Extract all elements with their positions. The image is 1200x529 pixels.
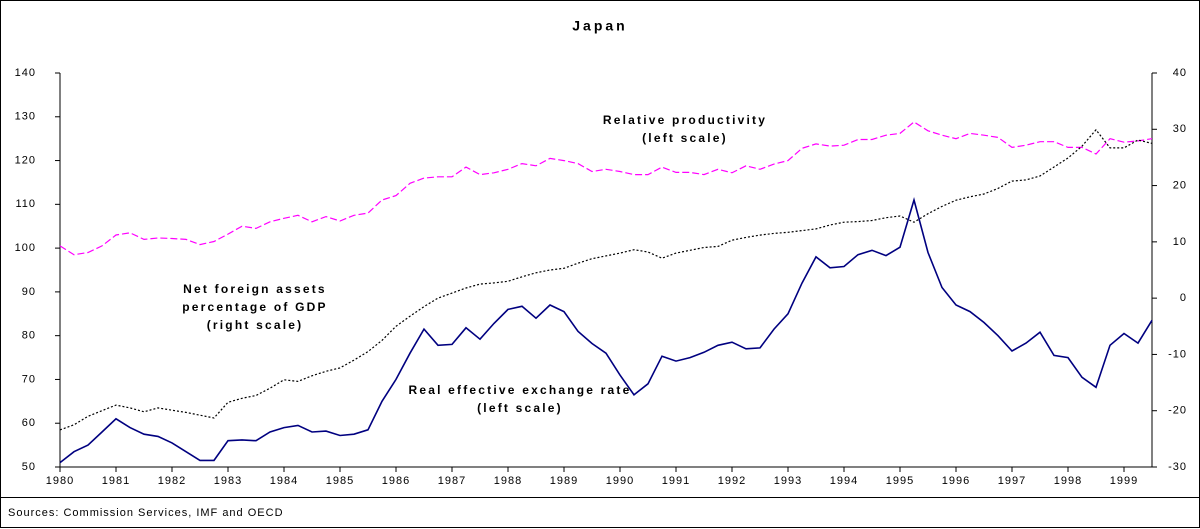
x-tick-label: 1987	[438, 475, 466, 487]
annotation: (right scale)	[207, 318, 304, 332]
annotation: Net foreign assets	[183, 282, 327, 296]
y-tick-label: 110	[15, 198, 36, 210]
source: Sources: Commission Services, IMF and OE…	[8, 507, 284, 519]
y-tick-label: 90	[22, 286, 36, 298]
x-tick-label: 1996	[942, 475, 970, 487]
y2-tick-label: -10	[1168, 348, 1187, 360]
y2-tick-label: -30	[1168, 461, 1187, 473]
x-tick-label: 1995	[886, 475, 914, 487]
chart-title: Japan	[572, 18, 627, 34]
y2-tick-label: 0	[1180, 292, 1187, 304]
x-tick-label: 1986	[382, 475, 410, 487]
x-tick-label: 1991	[662, 475, 690, 487]
annotation: percentage of GDP	[182, 300, 327, 314]
annotation: Relative productivity	[603, 113, 767, 127]
y-tick-label: 120	[15, 154, 36, 166]
x-tick-label: 1990	[606, 475, 634, 487]
x-tick-label: 1998	[1054, 475, 1082, 487]
y-tick-label: 140	[15, 67, 36, 79]
y2-tick-label: -20	[1168, 405, 1187, 417]
y-tick-label: 70	[22, 373, 36, 385]
x-tick-label: 1985	[326, 475, 354, 487]
series-line	[59, 121, 1153, 256]
annotation: (left scale)	[477, 401, 563, 415]
x-tick-label: 1981	[102, 475, 130, 487]
x-tick-label: 1989	[550, 475, 578, 487]
series-line	[59, 128, 1153, 431]
x-tick-label: 1983	[214, 475, 242, 487]
x-tick-label: 1980	[46, 475, 74, 487]
x-tick-label: 1997	[998, 475, 1026, 487]
x-tick-label: 1994	[830, 475, 858, 487]
y-tick-label: 80	[22, 330, 36, 342]
annotation: (left scale)	[642, 131, 728, 145]
y2-tick-label: 40	[1173, 67, 1187, 79]
y2-tick-label: 20	[1173, 179, 1187, 191]
y-tick-label: 130	[15, 111, 36, 123]
x-tick-label: 1993	[774, 475, 802, 487]
x-tick-label: 1999	[1110, 475, 1138, 487]
x-tick-label: 1982	[158, 475, 186, 487]
y-tick-label: 100	[15, 242, 36, 254]
series-line	[59, 197, 1153, 464]
x-tick-label: 1988	[494, 475, 522, 487]
y2-tick-label: 30	[1173, 123, 1187, 135]
y-tick-label: 60	[22, 417, 36, 429]
annotation: Real effective exchange rate	[408, 383, 631, 397]
y2-tick-label: 10	[1173, 236, 1187, 248]
x-tick-label: 1984	[270, 475, 298, 487]
x-tick-label: 1992	[718, 475, 746, 487]
y-tick-label: 50	[22, 461, 36, 473]
